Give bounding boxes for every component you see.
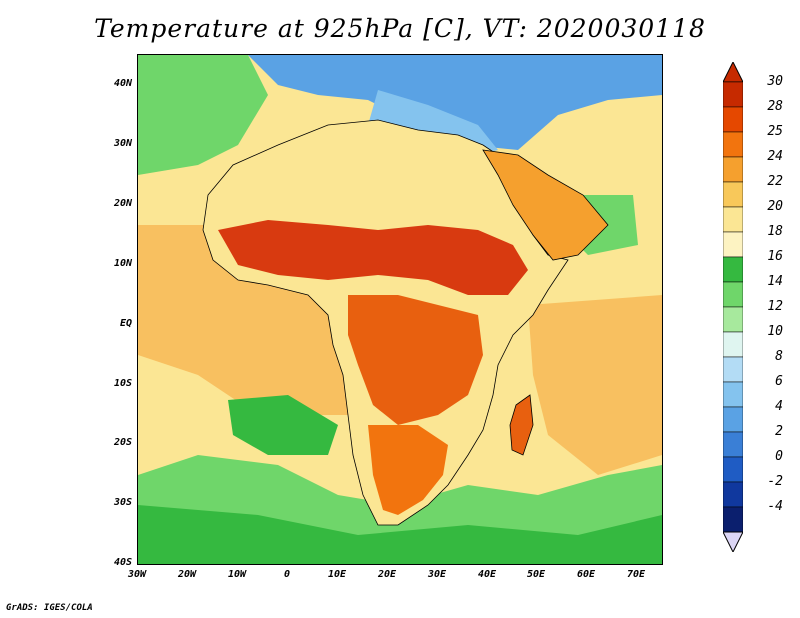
colorbar-segment <box>723 306 743 333</box>
lat-label: 30N <box>113 138 132 149</box>
lon-label: 60E <box>576 569 596 580</box>
colorbar-segment <box>723 231 743 258</box>
colorbar-bottom-arrow <box>723 531 743 552</box>
central-africa-hot <box>348 295 483 425</box>
colorbar-segment <box>723 181 743 208</box>
colorbar-top-arrow <box>723 62 743 83</box>
colorbar-segment <box>723 431 743 458</box>
lat-label: 40N <box>113 78 132 89</box>
lon-label: 70E <box>626 569 646 580</box>
colorbar <box>723 62 743 552</box>
colorbar-label: 10 <box>767 324 783 339</box>
colorbar-segment <box>723 506 743 533</box>
arabian-peninsula <box>482 149 609 261</box>
europe-cool-region <box>248 55 662 150</box>
south-atlantic-green-patch <box>228 395 338 455</box>
colorbar-label: 30 <box>767 74 783 89</box>
colorbar-label: 16 <box>767 249 783 264</box>
grads-credit: GrADS: IGES/COLA <box>6 603 93 613</box>
colorbar-label: 25 <box>767 124 783 139</box>
colorbar-segment <box>723 406 743 433</box>
lat-label: 20N <box>113 198 132 209</box>
colorbar-segment <box>723 256 743 283</box>
lat-label: 30S <box>113 497 132 508</box>
colorbar-label: 28 <box>767 99 783 114</box>
colorbar-segment <box>723 481 743 508</box>
colorbar-segment <box>723 281 743 308</box>
colorbar-segment <box>723 456 743 483</box>
colorbar-segment <box>723 131 743 158</box>
temperature-map <box>137 54 663 565</box>
colorbar-label: 12 <box>767 299 783 314</box>
lat-label: 40S <box>113 557 132 568</box>
madagascar <box>509 394 534 456</box>
southern-ocean-deep <box>138 505 662 564</box>
colorbar-label: 4 <box>775 399 783 414</box>
indian-ocean-warm <box>528 295 662 475</box>
colorbar-label: 6 <box>775 374 783 389</box>
lon-label: 30E <box>427 569 447 580</box>
colorbar-segment <box>723 331 743 358</box>
colorbar-segment <box>723 156 743 183</box>
colorbar-label: 8 <box>775 349 783 364</box>
southern-africa-warm <box>368 425 448 515</box>
atlantic-north-green <box>138 55 268 175</box>
colorbar-segment <box>723 381 743 408</box>
lat-label: 10N <box>113 258 132 269</box>
map-canvas <box>138 55 662 564</box>
colorbar-segment <box>723 206 743 233</box>
lon-label: 20W <box>177 569 197 580</box>
sahel-hot-band <box>218 220 528 295</box>
lat-label: EQ <box>119 318 132 329</box>
colorbar-segment <box>723 81 743 108</box>
lon-label: 50E <box>526 569 546 580</box>
lon-label: 40E <box>477 569 497 580</box>
lon-label: 10E <box>327 569 347 580</box>
lon-label: 0 <box>283 569 291 580</box>
lon-label: 30W <box>127 569 147 580</box>
colorbar-label: -2 <box>767 474 783 489</box>
colorbar-label: 24 <box>767 149 783 164</box>
colorbar-label: 0 <box>775 449 783 464</box>
colorbar-label: 20 <box>767 199 783 214</box>
tropical-atlantic-warm <box>138 225 368 415</box>
colorbar-label: 2 <box>775 424 783 439</box>
colorbar-segment <box>723 356 743 383</box>
colorbar-segment <box>723 106 743 133</box>
colorbar-label: -4 <box>767 499 783 514</box>
colorbar-label: 18 <box>767 224 783 239</box>
chart-title: Temperature at 925hPa [C], VT: 202003011… <box>94 14 706 43</box>
lat-label: 20S <box>113 437 132 448</box>
lat-label: 10S <box>113 378 132 389</box>
lon-label: 20E <box>377 569 397 580</box>
colorbar-label: 22 <box>767 174 783 189</box>
lon-label: 10W <box>227 569 247 580</box>
colorbar-label: 14 <box>767 274 783 289</box>
colorbar-segments <box>723 81 743 533</box>
